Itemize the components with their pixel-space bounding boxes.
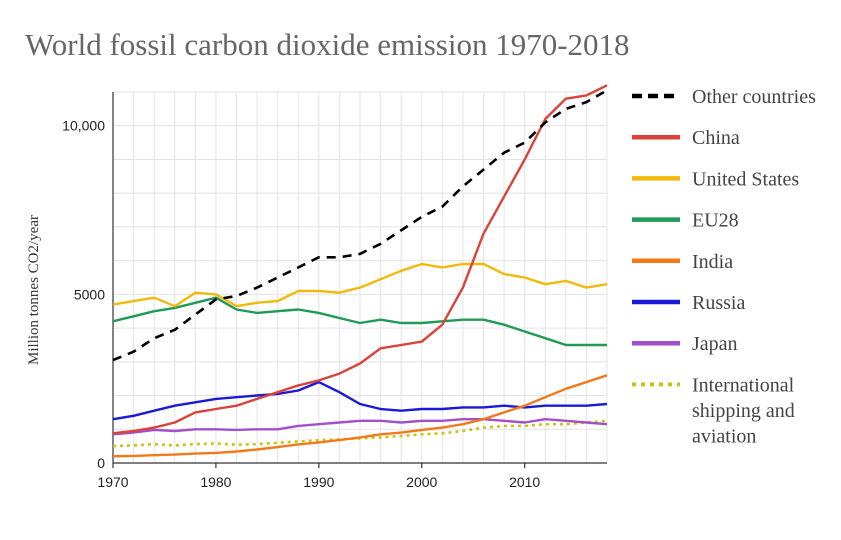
legend-label: Other countries (692, 86, 816, 108)
series-line-eu28 (112, 296, 607, 347)
x-tick-label: 1990 (303, 474, 334, 490)
series-line-india (112, 374, 608, 458)
y-tick-label: 0 (97, 455, 105, 471)
legend-label: Russia (692, 292, 745, 314)
chart-title: World fossil carbon dioxide emission 197… (25, 27, 630, 62)
x-tick-label: 2000 (406, 474, 437, 490)
legend-label: China (692, 127, 740, 149)
series-line-united-states (112, 262, 608, 308)
grid (112, 91, 608, 463)
series-line-china (112, 84, 608, 435)
legend-label: United States (692, 168, 799, 190)
legend-label: International shipping and aviation (692, 374, 795, 447)
y-tick-label: 5000 (74, 286, 105, 302)
legend-label: India (692, 251, 733, 273)
series-lines (112, 84, 608, 458)
series-line-japan (112, 418, 608, 436)
y-tick-label: 10,000 (62, 118, 105, 134)
legend-label: Japan (692, 333, 738, 355)
series-line-russia (112, 380, 608, 421)
legend-label: EU28 (692, 210, 739, 232)
x-tick-label: 1980 (200, 474, 231, 490)
y-axis-label: Million tonnes CO2/year (26, 215, 42, 365)
x-tick-label: 1970 (97, 474, 128, 490)
legend: Other countries China United States EU28 Ind… (632, 86, 816, 447)
axes: 1970 1980 1990 2000 2010 0 5000 10,000 (62, 92, 607, 490)
x-tick-label: 2010 (509, 474, 540, 490)
series-line-other-countries (112, 89, 608, 362)
